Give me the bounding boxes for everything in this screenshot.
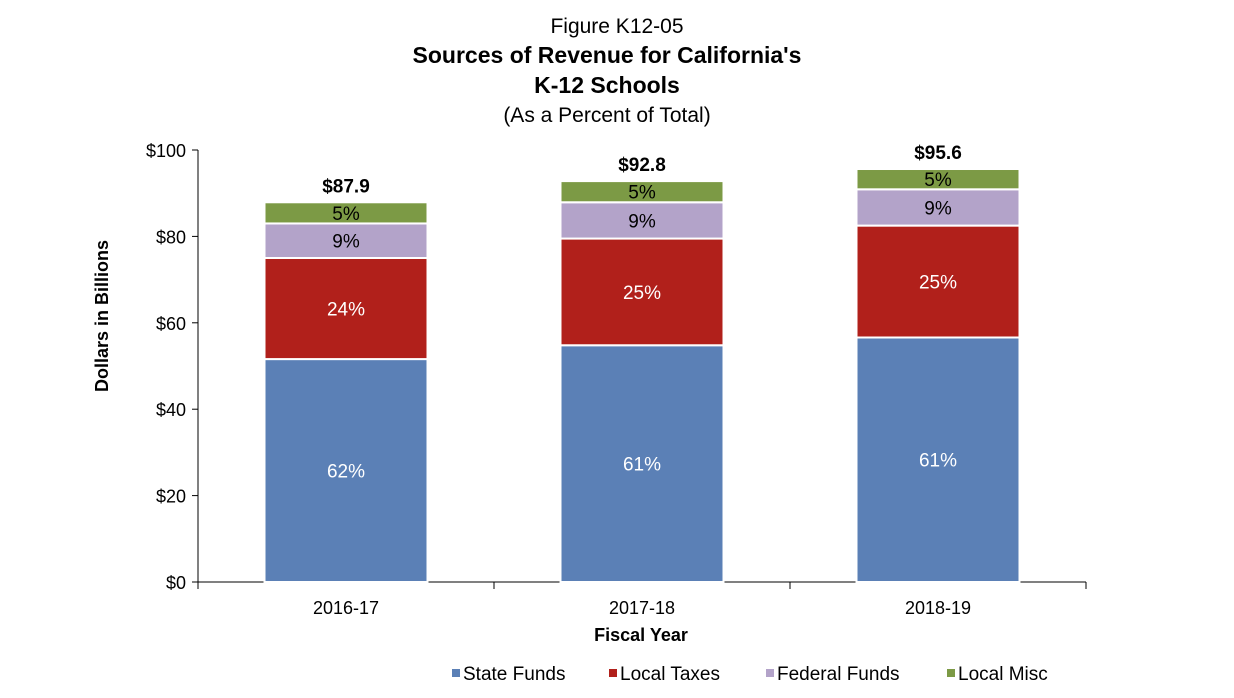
legend-label: Local Taxes (620, 664, 720, 685)
y-tick-label: $80 (156, 227, 186, 247)
chart-title-line2: K-12 Schools (534, 72, 680, 98)
bar-segment-local-taxes (855, 224, 1021, 339)
data-label: 9% (628, 211, 656, 232)
x-tick-label: 2017-18 (609, 598, 675, 618)
legend-swatch (609, 669, 617, 677)
bar-segment-state-funds (263, 358, 429, 584)
y-tick-label: $40 (156, 400, 186, 420)
data-label: 9% (924, 198, 952, 219)
data-label: 25% (623, 283, 661, 304)
data-label: 61% (623, 455, 661, 476)
chart-title-line1: Sources of Revenue for California's (413, 42, 802, 68)
data-label: 62% (327, 462, 365, 483)
bar-segment-federal-funds (855, 188, 1021, 227)
bar-segment-local-taxes (559, 237, 725, 347)
legend-swatch (947, 669, 955, 677)
bar-segment-local-misc (263, 201, 429, 225)
data-label: 24% (327, 300, 365, 321)
data-label: 5% (924, 170, 952, 191)
y-tick-label: $0 (166, 573, 186, 593)
total-label: $95.6 (914, 143, 962, 164)
total-label: $87.9 (322, 176, 370, 197)
bar-segment-local-misc (559, 180, 725, 204)
x-tick-label: 2016-17 (313, 598, 379, 618)
legend: State Funds Local Taxes Federal Funds Local… (452, 664, 1048, 685)
x-tick-label: 2018-19 (905, 598, 971, 618)
legend-label: State Funds (463, 664, 565, 685)
legend-label: Local Misc (958, 664, 1048, 685)
total-label: $92.8 (618, 155, 666, 176)
y-axis-label: Dollars in Billions (92, 240, 112, 392)
y-tick-label: $60 (156, 314, 186, 334)
legend-swatch (766, 669, 774, 677)
legend-label: Federal Funds (777, 664, 900, 685)
data-label: 61% (919, 451, 957, 472)
legend-swatch (452, 669, 460, 677)
x-axis-label: Fiscal Year (594, 625, 688, 645)
bar-segment-state-funds (855, 336, 1021, 583)
data-label: 25% (919, 273, 957, 294)
figure-label: Figure K12-05 (550, 15, 683, 38)
plot-area: $0 $20 $40 $60 $80 $100 62% 24% 9% 5% $87.9 2016-17… (146, 141, 1087, 618)
data-label: 5% (332, 204, 360, 225)
bar-segment-federal-funds (559, 201, 725, 240)
data-label: 5% (628, 183, 656, 204)
y-tick-label: $100 (146, 141, 186, 161)
data-label: 9% (332, 232, 360, 253)
y-tick-label: $20 (156, 487, 186, 507)
bar-segment-state-funds (559, 344, 725, 583)
bar-segment-local-misc (855, 168, 1021, 191)
chart-subtitle: (As a Percent of Total) (503, 104, 710, 127)
